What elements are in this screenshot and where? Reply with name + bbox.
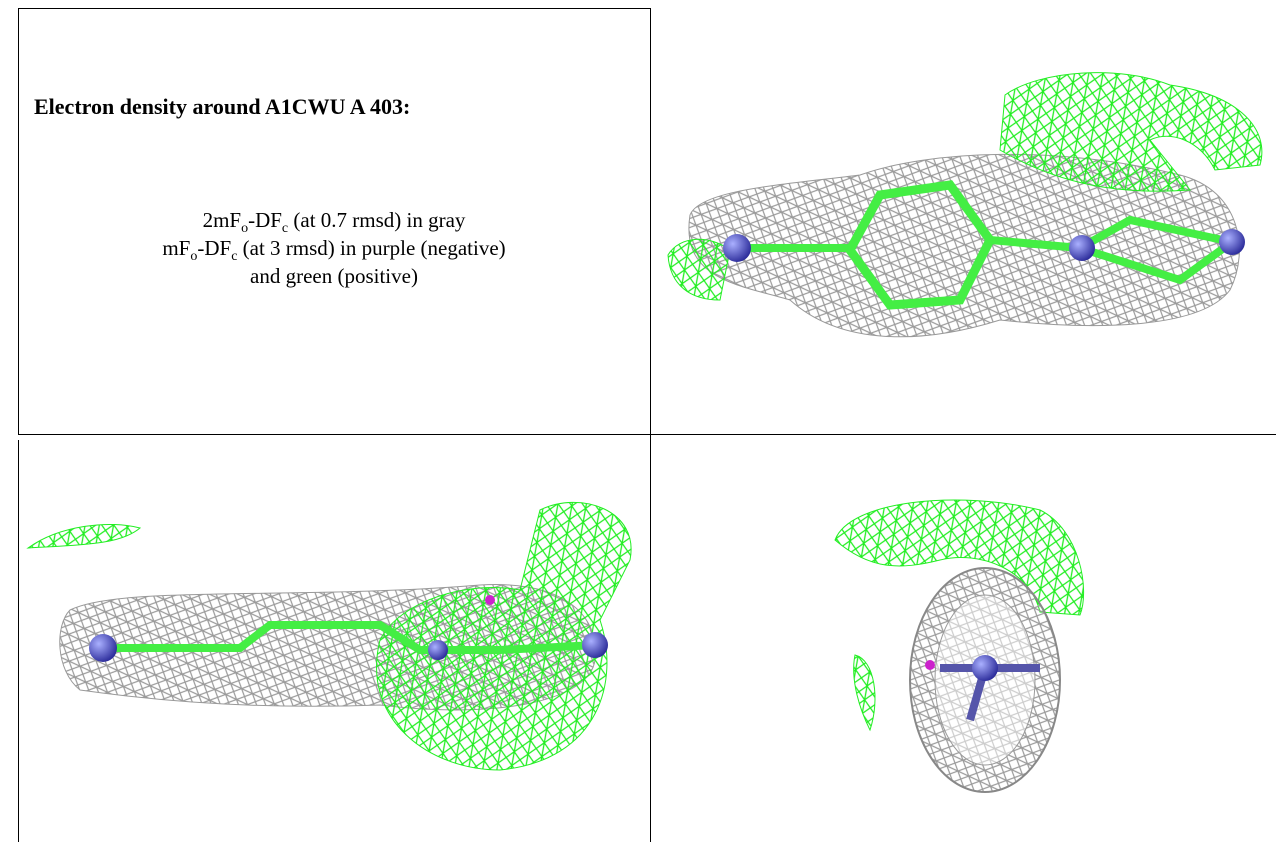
caption-title: Electron density around A1CWU A 403: — [34, 94, 411, 119]
text-run: -DF — [197, 236, 232, 260]
subscript: c — [281, 221, 289, 237]
caption-line: mFo-DFc (at 3 rmsd) in purple (negative) — [18, 236, 650, 265]
text-run: (at 3 rmsd) in purple (negative) — [237, 236, 506, 260]
density-view-3 — [834, 499, 1085, 793]
subscript: o — [190, 249, 198, 265]
density-view-1 — [667, 72, 1263, 338]
subscript: o — [241, 221, 249, 237]
subscript: c — [231, 249, 238, 265]
caption-line: 2mFo-DFc (at 0.7 rmsd) in gray — [18, 208, 650, 237]
text-run: and green (positive) — [250, 264, 418, 288]
text-run: -DF — [248, 208, 282, 232]
density-view-2 — [26, 501, 632, 771]
text-run: (at 0.7 rmsd) in gray — [288, 208, 466, 232]
table-lines — [18, 8, 1276, 842]
text-run: mF — [162, 236, 191, 260]
caption-line: and green (positive) — [18, 264, 650, 289]
text-run: 2mF — [202, 208, 242, 232]
